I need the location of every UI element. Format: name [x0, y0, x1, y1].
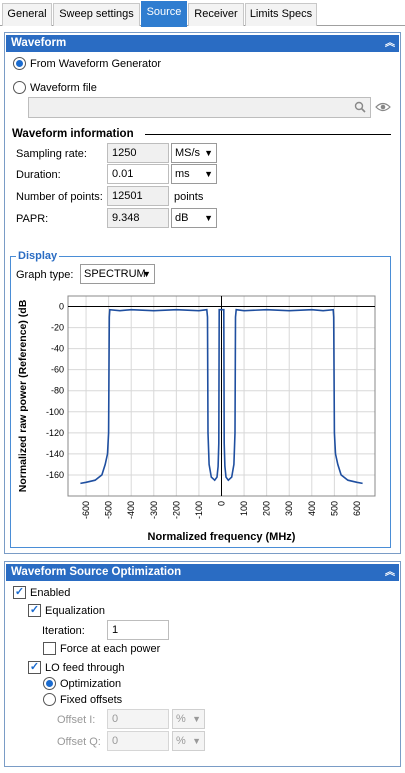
- waveform-info-title: Waveform information: [12, 128, 134, 140]
- y-tick-label: -100: [46, 407, 64, 417]
- x-tick-label: 500: [329, 501, 339, 516]
- force-checkbox[interactable]: [43, 642, 56, 655]
- iteration-field[interactable]: 1: [107, 620, 169, 640]
- lo-feed-checkbox[interactable]: ✓: [28, 661, 41, 674]
- offset-q-label: Offset Q:: [57, 736, 101, 748]
- offset-i-label: Offset I:: [57, 714, 96, 726]
- x-tick-label: -400: [126, 501, 136, 519]
- x-tick-label: 100: [239, 501, 249, 516]
- fixed-offsets-radio[interactable]: [43, 693, 56, 706]
- lo-feed-label: LO feed through: [45, 662, 125, 674]
- chevron-down-icon: ▼: [204, 169, 213, 179]
- optimization-label: Optimization: [60, 678, 122, 690]
- y-tick-label: -140: [46, 449, 64, 459]
- divider: [145, 134, 391, 135]
- duration-label: Duration:: [16, 169, 61, 181]
- search-icon[interactable]: [354, 101, 366, 113]
- waveform-file-radio[interactable]: [13, 81, 26, 94]
- collapse-chevron-icon[interactable]: ︽: [385, 38, 395, 49]
- x-tick-label: 300: [284, 501, 294, 516]
- y-tick-label: -120: [46, 428, 64, 438]
- chevron-down-icon: ▼: [204, 213, 213, 223]
- sampling-rate-label: Sampling rate:: [16, 148, 87, 160]
- force-label: Force at each power: [60, 643, 161, 655]
- duration-field[interactable]: 0.01: [107, 164, 169, 184]
- optimization-radio[interactable]: [43, 677, 56, 690]
- tab-sweep-settings[interactable]: Sweep settings: [53, 3, 140, 26]
- tab-limits-specs[interactable]: Limits Specs: [245, 3, 317, 26]
- chevron-down-icon: ▼: [204, 148, 213, 158]
- y-tick-label: -60: [51, 365, 64, 375]
- points-label: Number of points:: [16, 191, 103, 203]
- x-tick-label: 600: [352, 501, 362, 516]
- waveform-file-label: Waveform file: [30, 82, 97, 94]
- x-tick-label: 400: [307, 501, 317, 516]
- chevron-down-icon: ▼: [192, 736, 201, 746]
- iteration-label: Iteration:: [42, 625, 85, 637]
- chevron-down-icon: ▼: [192, 714, 201, 724]
- papr-label: PAPR:: [16, 213, 49, 225]
- papr-unit-select[interactable]: dB ▼: [171, 208, 217, 228]
- tab-receiver[interactable]: Receiver: [188, 3, 244, 26]
- y-axis-label: Normalized raw power (Reference) (dB: [17, 299, 29, 492]
- offset-q-field: 0: [107, 731, 169, 751]
- collapse-chevron-icon[interactable]: ︽: [385, 567, 395, 578]
- enabled-label: Enabled: [30, 587, 71, 599]
- fixed-offsets-label: Fixed offsets: [60, 694, 123, 706]
- from-generator-radio[interactable]: [13, 57, 26, 70]
- equalization-label: Equalization: [45, 605, 105, 617]
- waveform-title: Waveform: [11, 37, 67, 49]
- offset-i-unit-select: % ▼: [172, 709, 205, 729]
- duration-unit-select[interactable]: ms ▼: [171, 164, 217, 184]
- y-tick-label: -80: [51, 386, 64, 396]
- display-group: [10, 256, 391, 548]
- x-tick-label: 0: [217, 501, 227, 506]
- tab-source[interactable]: Source: [141, 1, 187, 27]
- display-title: Display: [16, 250, 60, 262]
- points-unit: points: [174, 191, 204, 203]
- eye-icon[interactable]: [375, 101, 391, 113]
- y-tick-label: 0: [59, 302, 64, 312]
- offset-q-unit-select: % ▼: [172, 731, 205, 751]
- spectrum-chart: 0 -20 -40 -60 -80 -100 -120 -140 -160 -600 -500 -40…: [17, 295, 376, 543]
- x-axis-label: Normalized frequency (MHz): [148, 531, 296, 543]
- y-tick-label: -160: [46, 470, 64, 480]
- waveform-file-input[interactable]: [28, 97, 371, 118]
- optimization-header[interactable]: Waveform Source Optimization ︽: [6, 564, 399, 581]
- waveform-header[interactable]: Waveform ︽: [6, 35, 399, 52]
- sampling-rate-field: 1250: [107, 143, 169, 163]
- enabled-checkbox[interactable]: ✓: [13, 586, 26, 599]
- x-tick-label: -100: [194, 501, 204, 519]
- x-tick-label: -600: [81, 501, 91, 519]
- x-tick-label: -300: [149, 501, 159, 519]
- x-tick-label: -500: [104, 501, 114, 519]
- sampling-rate-unit-select[interactable]: MS/s ▼: [171, 143, 217, 163]
- graph-type-select[interactable]: SPECTRUM ▼: [80, 264, 155, 284]
- graph-type-label: Graph type:: [16, 269, 74, 281]
- x-tick-label: -200: [171, 501, 181, 519]
- chevron-down-icon: ▼: [142, 269, 151, 279]
- tab-bar: General Sweep settings Source Receiver L…: [0, 0, 405, 27]
- equalization-checkbox[interactable]: ✓: [28, 604, 41, 617]
- papr-field: 9.348: [107, 208, 169, 228]
- optimization-title: Waveform Source Optimization: [11, 566, 182, 578]
- spectrum-line: [80, 308, 363, 485]
- waveform-section: [4, 32, 401, 554]
- offset-i-field: 0: [107, 709, 169, 729]
- x-tick-label: 200: [262, 501, 272, 516]
- optimization-section: [4, 561, 401, 767]
- y-tick-label: -20: [51, 323, 64, 333]
- points-field: 12501: [107, 186, 169, 206]
- tab-general[interactable]: General: [2, 3, 52, 26]
- y-tick-label: -40: [51, 344, 64, 354]
- from-generator-label: From Waveform Generator: [30, 58, 162, 70]
